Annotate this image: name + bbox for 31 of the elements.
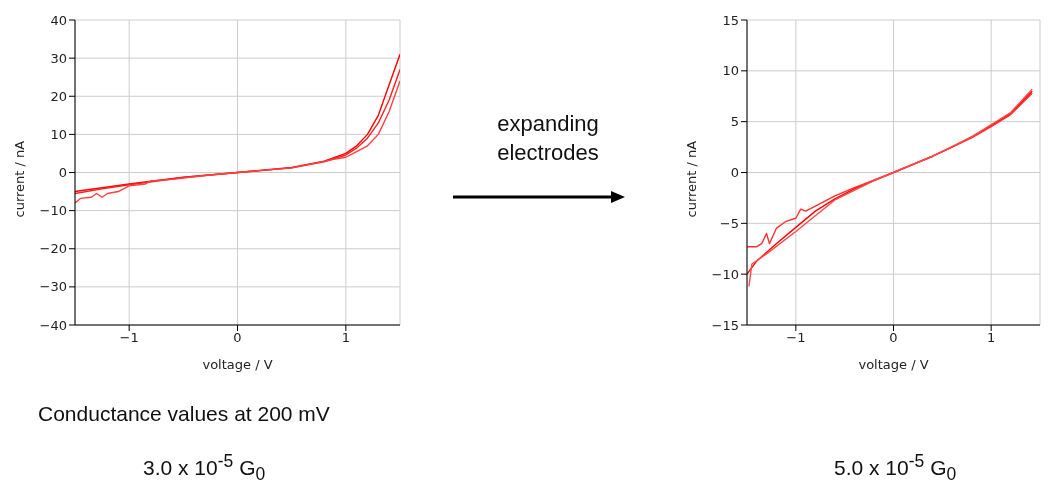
- text: 3.0 x 10$^{-5}$ G$_{0}$: [143, 450, 267, 485]
- x-tick-label: −1: [786, 330, 806, 346]
- y-tick-label: 30: [50, 50, 67, 66]
- y-tick-label: −10: [39, 203, 67, 219]
- y-tick-label: 0: [730, 165, 739, 181]
- x-tick-label: −1: [119, 330, 139, 346]
- y-axis-title: current / nA: [11, 140, 27, 218]
- y-tick-label: 10: [50, 126, 67, 142]
- text: expanding electrodes: [496, 110, 600, 167]
- x-tick-label: 0: [889, 330, 898, 346]
- text: Conductance values at 200 mV: [38, 401, 331, 427]
- y-tick-label: 40: [50, 12, 67, 28]
- line-series: [75, 80, 400, 204]
- y-tick-label: 20: [50, 88, 67, 104]
- y-tick-label: 15: [722, 12, 739, 28]
- y-tick-label: 5: [730, 114, 739, 130]
- y-tick-label: −5: [719, 215, 739, 231]
- y-tick-label: −20: [39, 241, 67, 257]
- x-axis-title: voltage / V: [858, 357, 929, 372]
- x-tick-label: 1: [987, 330, 996, 346]
- y-tick-label: 10: [722, 63, 739, 79]
- text: 5.0 x 10$^{-5}$ G$_{0}$: [834, 450, 958, 485]
- x-tick-label: 1: [341, 330, 350, 346]
- y-tick-label: −15: [711, 317, 739, 333]
- y-axis-title: current / nA: [683, 140, 699, 218]
- y-tick-label: −10: [711, 266, 739, 282]
- x-tick-label: 0: [233, 330, 242, 346]
- x-axis-title: voltage / V: [202, 357, 273, 372]
- y-tick-label: −40: [39, 317, 67, 333]
- y-tick-label: −30: [39, 279, 67, 295]
- y-tick-label: 0: [58, 165, 67, 181]
